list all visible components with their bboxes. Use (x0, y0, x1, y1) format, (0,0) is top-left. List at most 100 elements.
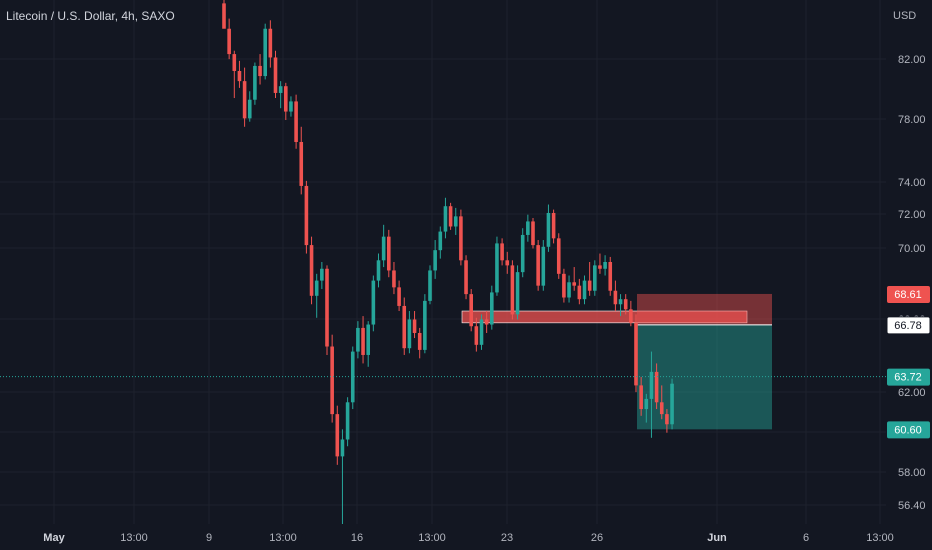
candle-body (505, 260, 510, 266)
price-badge-text: 66.78 (894, 320, 922, 332)
candle-body (397, 287, 401, 306)
candle-body (593, 265, 597, 291)
candle-body (448, 206, 453, 227)
candle-body (546, 212, 551, 247)
price-badge (887, 285, 930, 303)
candle-body (613, 290, 618, 305)
price-tick-label: 56.40 (898, 500, 926, 512)
price-badge-text: 60.60 (894, 424, 922, 436)
price-badge (887, 421, 930, 439)
candle-body (520, 234, 525, 273)
candle-body (314, 280, 319, 296)
candle-body (567, 282, 571, 298)
candle-body (407, 319, 412, 349)
candle-body (474, 326, 479, 345)
time-tick-label: 13:00 (269, 532, 297, 544)
candle-body (350, 351, 355, 403)
stop-loss-zone[interactable] (637, 293, 772, 325)
candle-body (453, 216, 458, 227)
candle-body (340, 439, 345, 457)
time-tick-label: 9 (206, 532, 212, 544)
chart-grid (0, 0, 886, 524)
currency-label: USD (893, 10, 916, 22)
time-tick-label: Jun (707, 532, 727, 544)
candle-body (577, 285, 582, 300)
candle-body (392, 270, 396, 288)
candle-body (289, 101, 293, 112)
candle-body (330, 346, 334, 415)
candle-body (381, 236, 386, 261)
price-badge-text: 63.72 (894, 372, 922, 384)
candle-body (598, 265, 602, 269)
time-axis[interactable]: May 13:00 9 13:00 16 13:00 23 26 Jun 6 13:00 (0, 524, 932, 550)
candle-body (361, 327, 365, 355)
candle-body (423, 300, 427, 350)
candle-body (531, 221, 535, 246)
price-badges: 68.61 66.78 63.72 60.60 (886, 285, 931, 439)
price-axis[interactable]: USD 82.0078.0074.0072.0070.0066.0062.006… (886, 0, 932, 550)
price-badge-text: 68.61 (894, 289, 922, 301)
price-tick-label: 82.00 (898, 54, 926, 66)
price-tick-label: 72.00 (898, 209, 926, 221)
time-tick-label: 13:00 (120, 532, 148, 544)
price-tick-label: 78.00 (898, 114, 926, 126)
price-badge (886, 316, 931, 335)
candle-body (670, 383, 674, 425)
candle-body (232, 54, 237, 71)
candle-body (464, 260, 468, 295)
candle-body (299, 141, 304, 186)
price-tick-label: 74.00 (898, 177, 926, 189)
candle-body (654, 371, 659, 403)
candle-body (479, 319, 484, 345)
candle-body (356, 327, 360, 352)
candle-body (639, 385, 643, 410)
candle-body (345, 402, 350, 440)
candle-body (428, 270, 432, 301)
chart-annotations (461, 293, 772, 430)
candle-body (665, 414, 669, 425)
candle-body (253, 65, 257, 100)
price-tick-label: 70.00 (898, 243, 926, 255)
candle-body (433, 250, 437, 271)
time-tick-label: 6 (803, 532, 809, 544)
candle-body (515, 272, 520, 315)
candle-body (320, 268, 324, 281)
candle-body (387, 236, 391, 271)
candle-body (500, 243, 504, 261)
candle-body (526, 221, 530, 235)
candle-body (443, 206, 448, 232)
candle-body (649, 371, 654, 399)
candlestick-series (222, 0, 674, 524)
price-tick-label: 58.00 (898, 467, 926, 479)
candle-body (629, 309, 633, 323)
candle-body (587, 280, 592, 291)
candle-body (304, 185, 309, 246)
supply-zone[interactable] (461, 310, 748, 324)
time-tick-label: 13:00 (866, 532, 894, 544)
candle-body (495, 243, 499, 293)
price-badge (887, 368, 930, 386)
candle-body (335, 414, 340, 457)
time-tick-label: 13:00 (418, 532, 446, 544)
candle-body (438, 231, 443, 251)
candle-body (490, 292, 494, 325)
candle-body (459, 216, 463, 261)
candle-body (371, 280, 376, 325)
candle-body (551, 212, 556, 239)
candle-body (510, 265, 515, 315)
candle-body (247, 99, 252, 119)
take-profit-zone[interactable] (637, 324, 772, 430)
candle-body (659, 402, 664, 415)
candle-body (222, 3, 226, 29)
candle-body (484, 319, 489, 325)
candle-body (366, 324, 370, 355)
candle-body (412, 319, 417, 333)
candle-body (268, 28, 273, 58)
candle-body (603, 262, 607, 269)
candle-body (608, 262, 613, 291)
time-tick-label: May (43, 532, 65, 544)
time-axis-background (0, 524, 932, 550)
time-tick-label: 16 (351, 532, 363, 544)
candle-body (618, 299, 623, 305)
